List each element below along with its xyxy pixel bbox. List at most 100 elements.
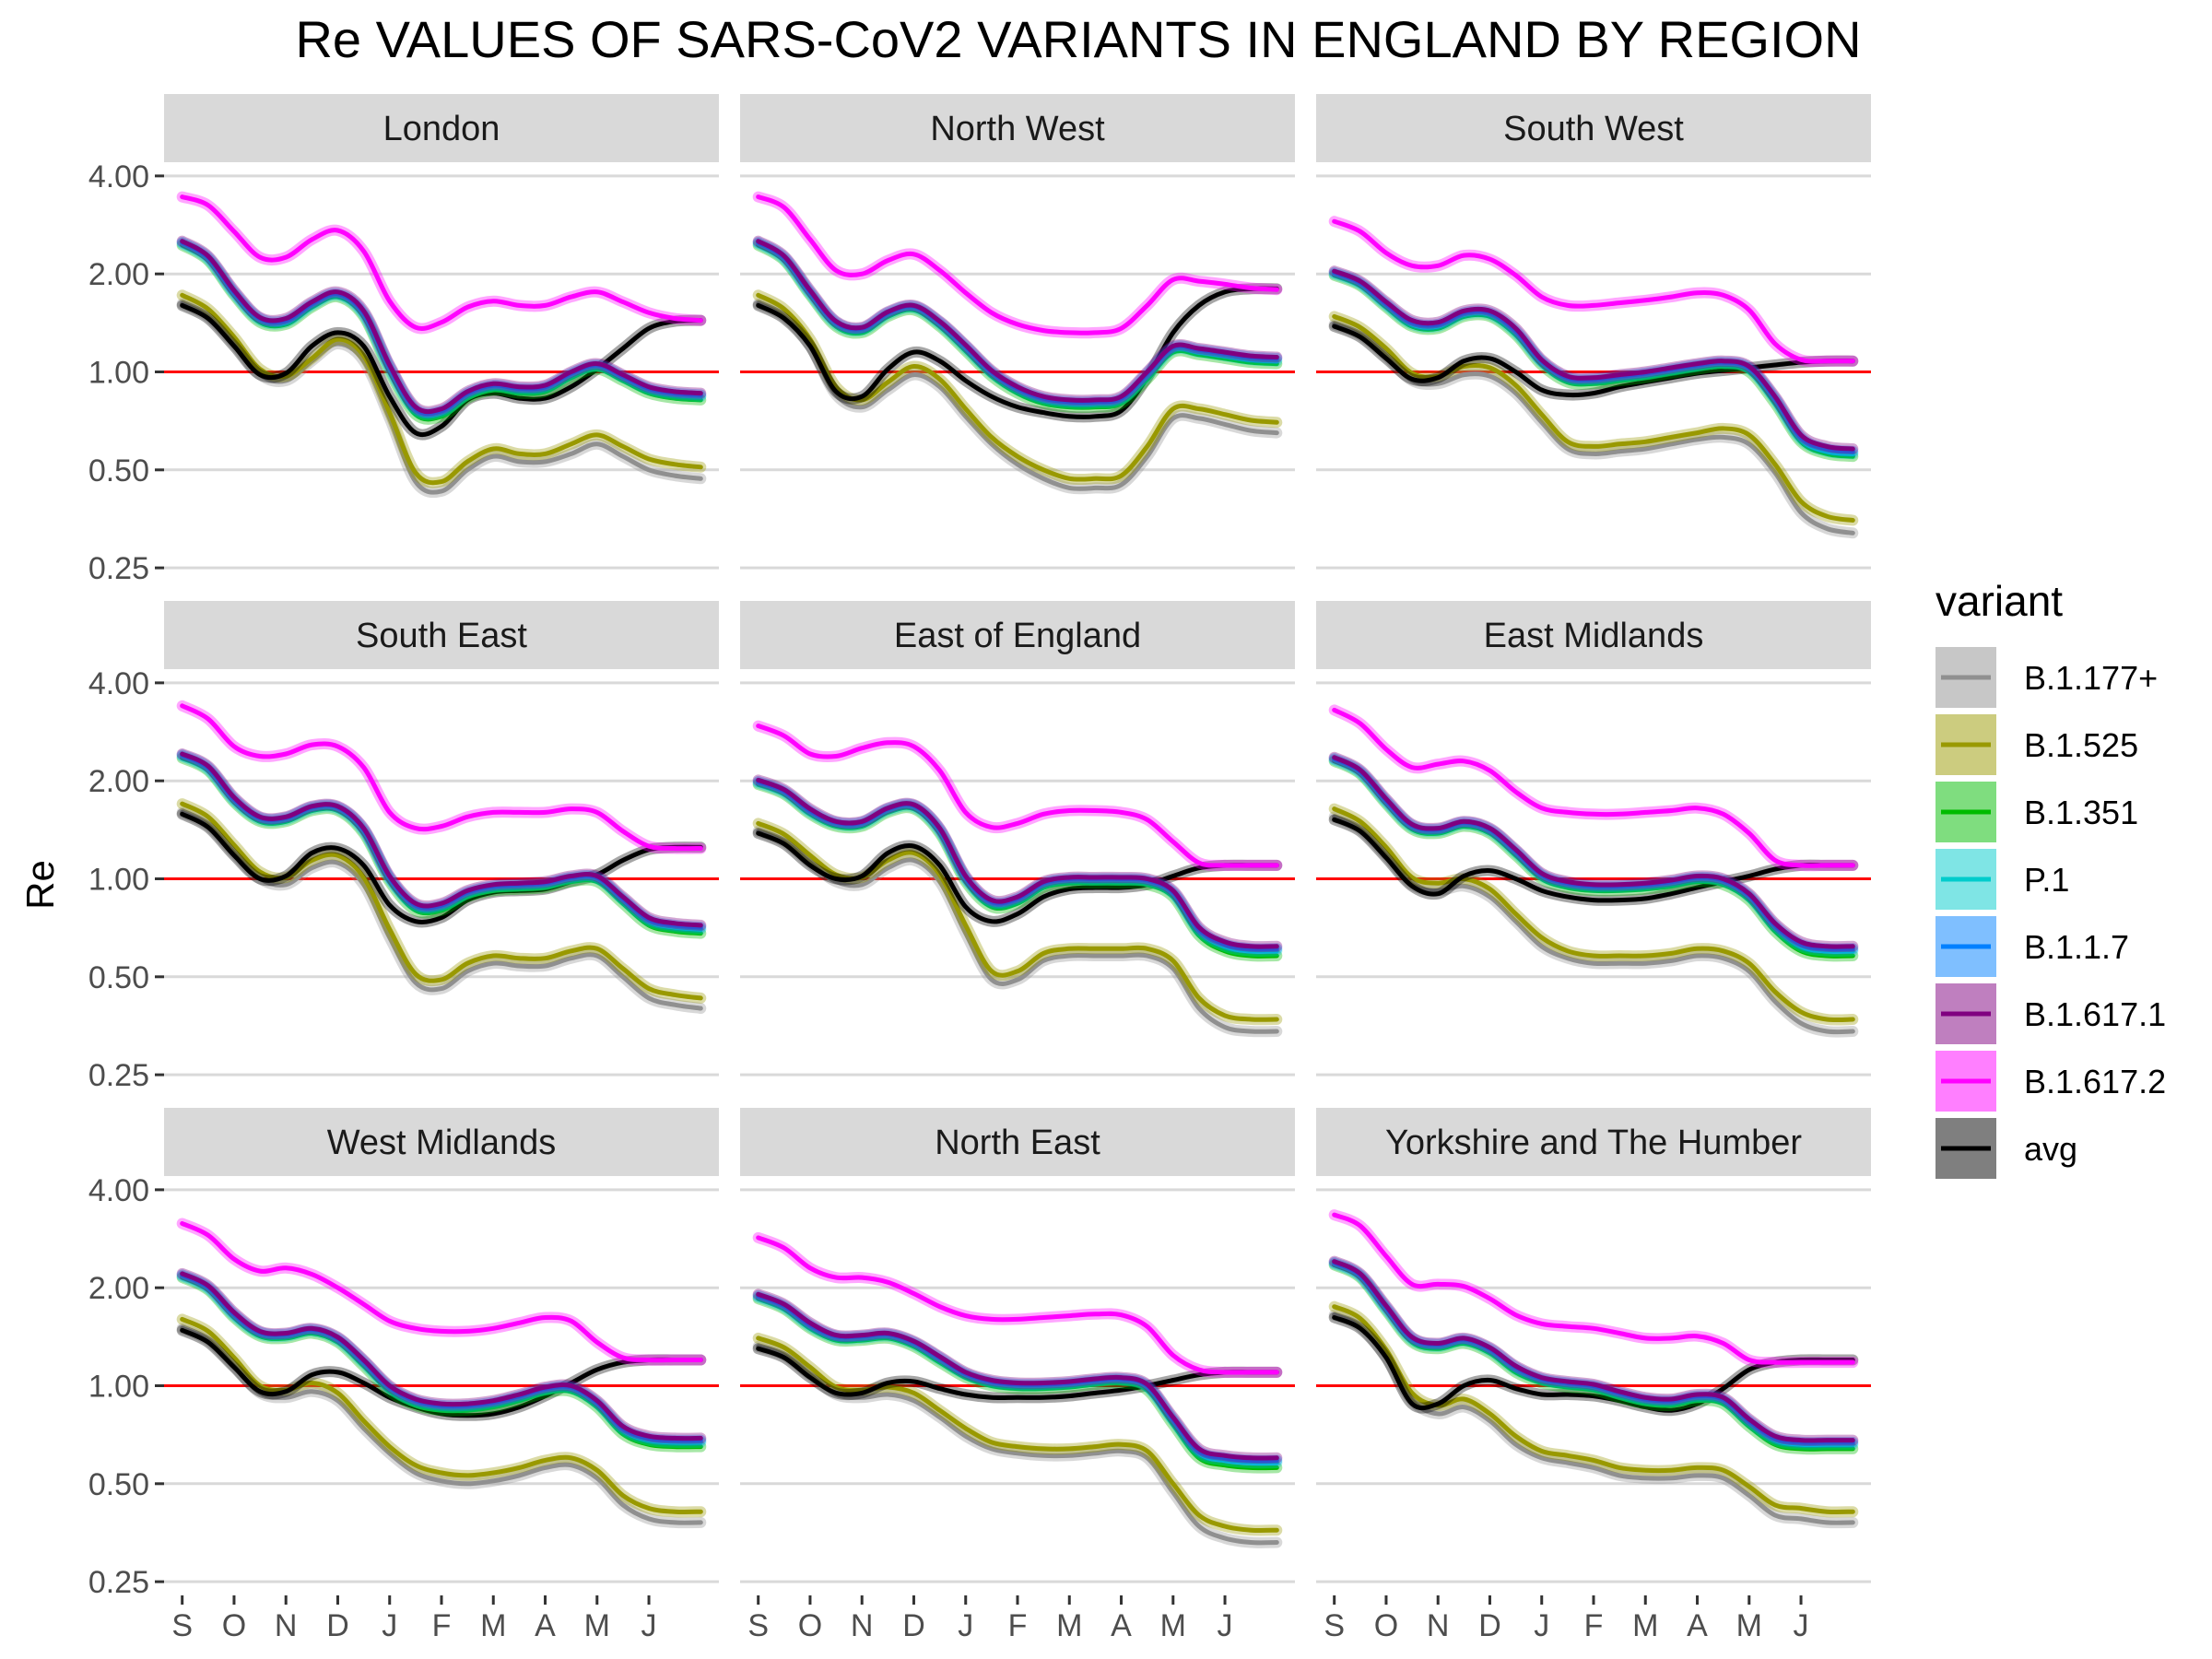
series-band [1328, 751, 1859, 953]
panel-london: London 0.25 0.50 1.00 2.00 4.00 [88, 94, 719, 586]
y-tick-label: 4.00 [88, 1173, 149, 1208]
panel-east-midlands: East Midlands [1316, 601, 1871, 1077]
y-tick-label: 2.00 [88, 257, 149, 292]
series-avg [1328, 814, 1859, 906]
series-b-1-525 [176, 1313, 707, 1518]
series-b-1-617-1 [176, 748, 707, 931]
y-tick-label: 0.50 [88, 960, 149, 995]
series-line [180, 1271, 703, 1441]
series-avg [176, 1324, 707, 1421]
series-avg [752, 828, 1283, 927]
x-tick-label: A [1111, 1608, 1132, 1643]
legend-entry-b-1-617-1: B.1.617.1 [1936, 983, 2166, 1044]
x-tick-label: N [851, 1608, 874, 1643]
legend-entry-b-1-351: B.1.351 [1936, 782, 2138, 842]
series-line [756, 1235, 1279, 1375]
facet-strip [164, 94, 719, 162]
facet-strip-label: South East [356, 617, 527, 655]
series-band [1328, 704, 1859, 872]
legend-entry-avg: avg [1936, 1118, 2077, 1179]
series-avg [176, 808, 707, 928]
facet-strip-label: South West [1503, 110, 1684, 148]
y-tick-label: 1.00 [88, 1370, 149, 1405]
y-tick-label: 0.25 [88, 1565, 149, 1600]
legend-entry-p-1: P.1 [1936, 849, 2069, 910]
facet-strip [1316, 1108, 1871, 1176]
series-b-1-617-2 [176, 1218, 707, 1366]
x-tick-label: M [584, 1608, 610, 1643]
y-tick-label: 0.25 [88, 1058, 149, 1093]
series-b-1-525 [176, 798, 707, 1004]
series-avg [752, 1343, 1283, 1404]
facet-strip [740, 94, 1295, 162]
facet-strip-label: Yorkshire and The Humber [1385, 1124, 1802, 1162]
series-line [180, 703, 703, 852]
series-band [176, 240, 707, 425]
series-line [180, 239, 703, 415]
series-line [1332, 324, 1855, 398]
x-tick-label: S [747, 1608, 769, 1643]
series-b-1-177 [752, 298, 1283, 495]
facet-strip [164, 601, 719, 669]
series-line [756, 1291, 1279, 1461]
y-tick-label: 2.00 [88, 764, 149, 799]
series-line [756, 286, 1279, 419]
series-b-1-617-2 [1328, 1209, 1859, 1369]
series-b-1-617-2 [752, 720, 1283, 872]
series-line [180, 302, 703, 438]
series-line [1332, 1261, 1855, 1448]
series-b-1-617-1 [176, 235, 707, 418]
series-line [1332, 268, 1855, 452]
legend-label: B.1.351 [2024, 794, 2138, 831]
series-b-1-525 [752, 818, 1283, 1026]
series-b-1-525 [176, 289, 707, 488]
series-line [1332, 755, 1855, 949]
x-tick-label: J [382, 1608, 397, 1643]
series-line [756, 1335, 1279, 1534]
series-b-1-617-2 [1328, 216, 1859, 368]
series-b-1-177 [1328, 318, 1859, 539]
y-tick-label: 0.50 [88, 1467, 149, 1502]
series-line [180, 241, 703, 418]
panel-south-east: South East 0.25 0.50 1.00 2.00 4.00 [88, 601, 719, 1093]
facet-strip [1316, 94, 1871, 162]
chart-title: Re VALUES OF SARS-CoV2 VARIANTS IN ENGLA… [295, 10, 1861, 68]
series-b-1-351 [176, 240, 707, 425]
facet-strip-label: East of England [894, 617, 1141, 655]
series-avg [1328, 321, 1859, 401]
series-line [180, 1316, 703, 1515]
series-b-1-177 [176, 1323, 707, 1529]
x-tick-label: M [1632, 1608, 1658, 1643]
series-b-1-177 [752, 1340, 1283, 1548]
y-tick-label: 1.00 [88, 863, 149, 898]
series-b-1-617-1 [752, 1288, 1283, 1465]
series-line [1332, 1259, 1855, 1443]
legend-label: B.1.525 [2024, 726, 2138, 764]
series-b-1-617-2 [176, 700, 707, 854]
series-b-1-617-2 [752, 1231, 1283, 1379]
y-tick-label: 4.00 [88, 159, 149, 194]
series-avg [752, 283, 1283, 423]
series-b-1-177 [752, 825, 1283, 1038]
legend-label: P.1 [2024, 861, 2069, 899]
y-tick-label: 2.00 [88, 1271, 149, 1306]
y-tick-label: 4.00 [88, 666, 149, 701]
series-band [1328, 318, 1859, 539]
series-line [756, 301, 1279, 491]
x-tick-label: O [1374, 1608, 1398, 1643]
series-line [1332, 817, 1855, 903]
series-band [752, 191, 1283, 339]
x-tick-label: J [641, 1608, 657, 1643]
series-line [180, 194, 703, 331]
x-tick-label: A [1687, 1608, 1708, 1643]
series-line [756, 829, 1279, 1034]
facet-panels: London 0.25 0.50 1.00 2.00 4.00 North West Sout… [88, 94, 1871, 1643]
series-line [180, 1221, 703, 1363]
series-b-1-525 [1328, 1300, 1859, 1518]
x-tick-label: N [1427, 1608, 1450, 1643]
x-tick-label: O [798, 1608, 822, 1643]
legend-label: avg [2024, 1130, 2077, 1168]
legend-entry-b-1-617-2: B.1.617.2 [1936, 1051, 2166, 1112]
